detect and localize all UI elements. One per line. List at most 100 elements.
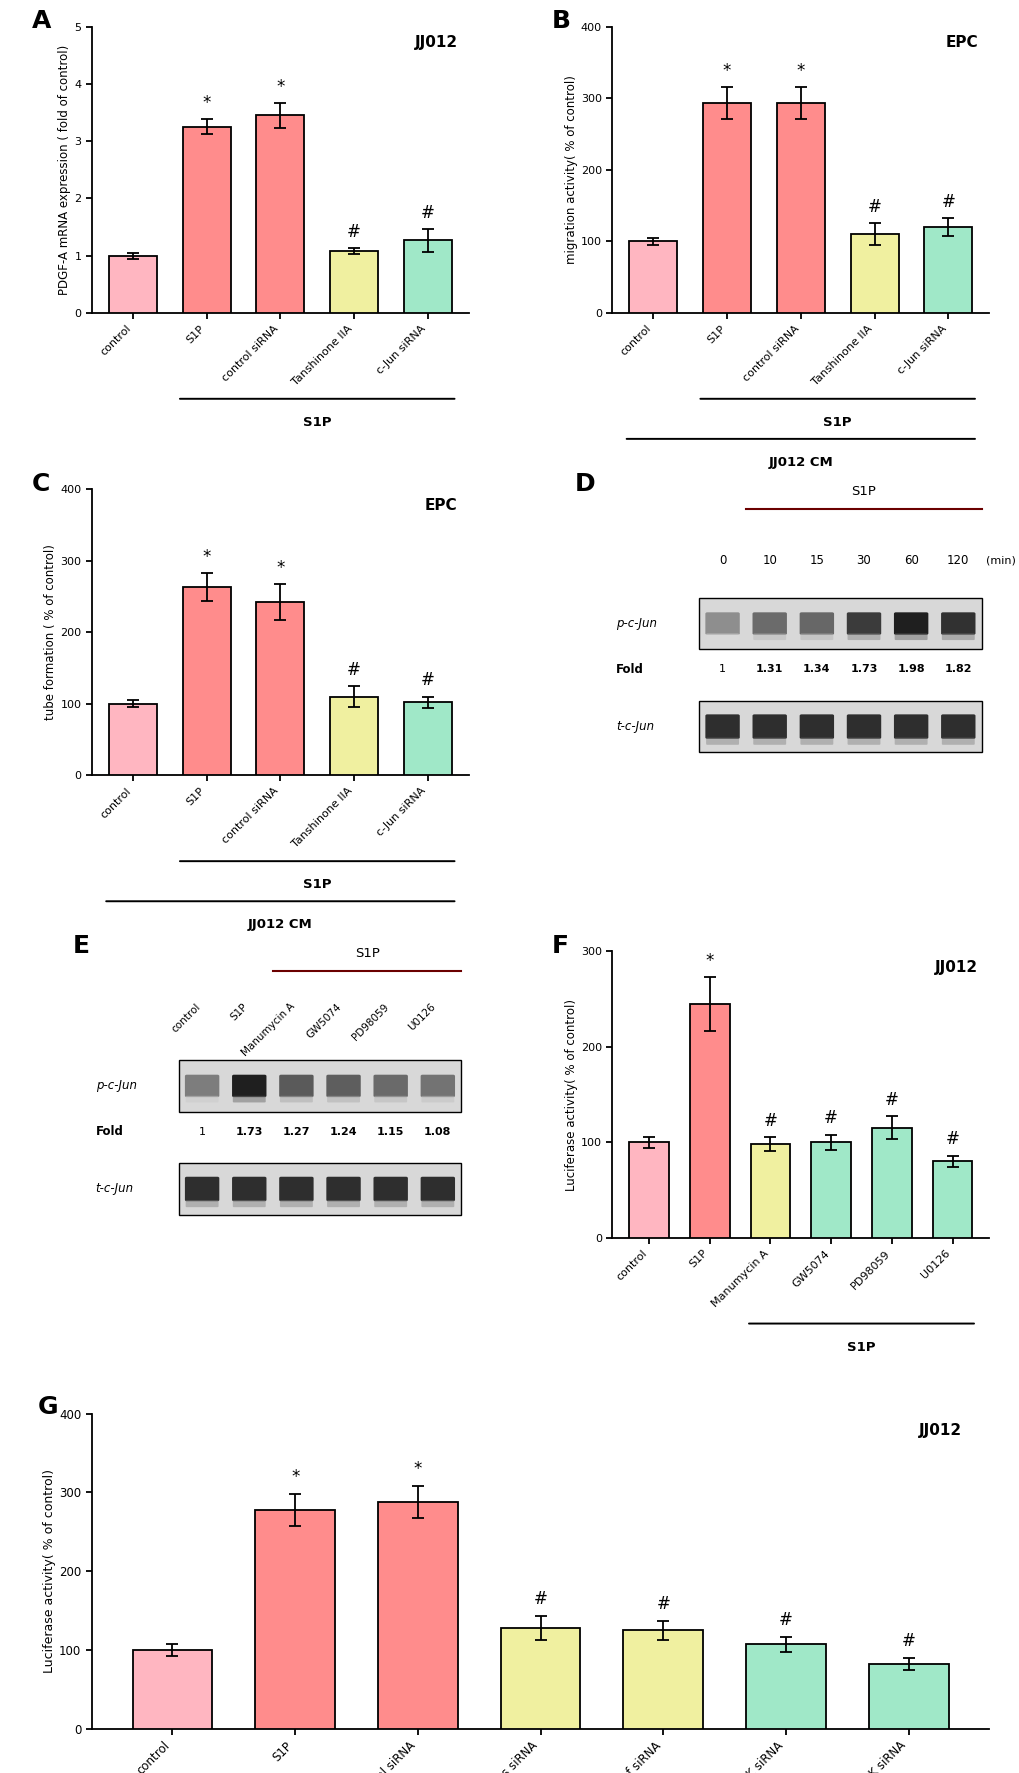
Text: *: *: [276, 78, 284, 96]
Text: *: *: [290, 1468, 300, 1486]
Bar: [109, 255, 157, 312]
Text: 1.24: 1.24: [329, 1126, 357, 1136]
Text: *: *: [414, 1461, 422, 1479]
Text: 1.15: 1.15: [377, 1126, 404, 1136]
Text: #: #: [763, 1112, 776, 1131]
FancyBboxPatch shape: [752, 715, 786, 739]
Bar: [850, 234, 898, 312]
FancyBboxPatch shape: [846, 612, 880, 635]
Bar: [750, 1144, 790, 1238]
Text: S1P: S1P: [851, 484, 875, 498]
Bar: [404, 702, 451, 775]
Text: p-c-Jun: p-c-Jun: [96, 1080, 137, 1092]
Bar: [330, 697, 378, 775]
FancyBboxPatch shape: [421, 1200, 453, 1207]
Text: 1.34: 1.34: [802, 665, 829, 674]
Text: *: *: [202, 94, 211, 112]
Text: E: E: [73, 934, 90, 957]
FancyBboxPatch shape: [800, 633, 833, 640]
Text: S1P: S1P: [847, 1340, 875, 1355]
Bar: [629, 1142, 668, 1238]
Text: S1P: S1P: [228, 1002, 249, 1023]
FancyBboxPatch shape: [752, 612, 786, 635]
Bar: [330, 252, 378, 312]
FancyBboxPatch shape: [893, 612, 927, 635]
Text: PD98059: PD98059: [350, 1002, 390, 1043]
FancyBboxPatch shape: [232, 1177, 266, 1202]
Text: *: *: [276, 558, 284, 576]
Text: JJ012 CM: JJ012 CM: [767, 456, 833, 470]
FancyBboxPatch shape: [941, 633, 974, 640]
Y-axis label: Luciferase activity( % of control): Luciferase activity( % of control): [44, 1470, 56, 1674]
FancyBboxPatch shape: [705, 715, 739, 739]
Bar: [698, 598, 981, 649]
Bar: [500, 1628, 580, 1729]
Text: (min): (min): [984, 555, 1015, 566]
Text: Fold: Fold: [615, 663, 643, 676]
FancyBboxPatch shape: [941, 715, 974, 739]
FancyBboxPatch shape: [184, 1074, 219, 1097]
FancyBboxPatch shape: [279, 1074, 313, 1097]
Text: *: *: [722, 62, 731, 80]
Bar: [746, 1644, 825, 1729]
Bar: [132, 1651, 212, 1729]
FancyBboxPatch shape: [279, 1096, 313, 1103]
Text: #: #: [533, 1590, 547, 1608]
Text: Manumycin A: Manumycin A: [239, 1002, 297, 1058]
Y-axis label: tube formation ( % of control): tube formation ( % of control): [45, 544, 57, 720]
Text: #: #: [823, 1110, 838, 1128]
Bar: [698, 700, 981, 752]
Bar: [868, 1665, 948, 1729]
Text: JJ012: JJ012: [918, 1424, 962, 1438]
FancyBboxPatch shape: [373, 1074, 408, 1097]
FancyBboxPatch shape: [941, 612, 974, 635]
Text: 1.73: 1.73: [235, 1126, 263, 1136]
Text: 10: 10: [761, 553, 776, 567]
Text: #: #: [867, 199, 880, 216]
FancyBboxPatch shape: [326, 1074, 361, 1097]
FancyBboxPatch shape: [420, 1177, 454, 1202]
FancyBboxPatch shape: [847, 738, 879, 745]
FancyBboxPatch shape: [374, 1096, 407, 1103]
Text: 1: 1: [718, 665, 726, 674]
FancyBboxPatch shape: [800, 738, 833, 745]
FancyBboxPatch shape: [326, 1177, 361, 1202]
Text: #: #: [884, 1092, 898, 1110]
Text: 1: 1: [199, 1126, 206, 1136]
Text: JJ012: JJ012: [414, 35, 458, 50]
Text: 1.82: 1.82: [944, 665, 971, 674]
Y-axis label: migration activity( % of control): migration activity( % of control): [565, 74, 578, 264]
Text: #: #: [421, 672, 434, 690]
Text: #: #: [346, 223, 361, 241]
Y-axis label: PDGF-A mRNA expression ( fold of control): PDGF-A mRNA expression ( fold of control…: [58, 44, 71, 294]
Text: S1P: S1P: [355, 947, 379, 959]
FancyBboxPatch shape: [185, 1096, 218, 1103]
Bar: [690, 1004, 729, 1238]
FancyBboxPatch shape: [799, 715, 834, 739]
Text: 1.73: 1.73: [850, 665, 876, 674]
Text: 0: 0: [718, 553, 726, 567]
Bar: [256, 603, 304, 775]
Text: 1.27: 1.27: [282, 1126, 310, 1136]
Text: B: B: [551, 9, 571, 34]
Text: 1.08: 1.08: [424, 1126, 451, 1136]
Text: JJ012: JJ012: [934, 959, 977, 975]
Bar: [404, 239, 451, 312]
Text: EPC: EPC: [425, 498, 458, 512]
Bar: [255, 1511, 334, 1729]
FancyBboxPatch shape: [752, 633, 786, 640]
FancyBboxPatch shape: [752, 738, 786, 745]
FancyBboxPatch shape: [705, 738, 739, 745]
FancyBboxPatch shape: [799, 612, 834, 635]
Text: 30: 30: [856, 553, 870, 567]
Bar: [378, 1502, 458, 1729]
Text: Fold: Fold: [96, 1126, 123, 1138]
Bar: [932, 1161, 971, 1238]
Text: 120: 120: [947, 553, 968, 567]
FancyBboxPatch shape: [373, 1177, 408, 1202]
Text: p-c-Jun: p-c-Jun: [615, 617, 656, 629]
FancyBboxPatch shape: [847, 633, 879, 640]
Text: t-c-Jun: t-c-Jun: [96, 1183, 133, 1195]
Text: #: #: [941, 193, 955, 211]
Y-axis label: Luciferase activity( % of control): Luciferase activity( % of control): [565, 998, 578, 1190]
